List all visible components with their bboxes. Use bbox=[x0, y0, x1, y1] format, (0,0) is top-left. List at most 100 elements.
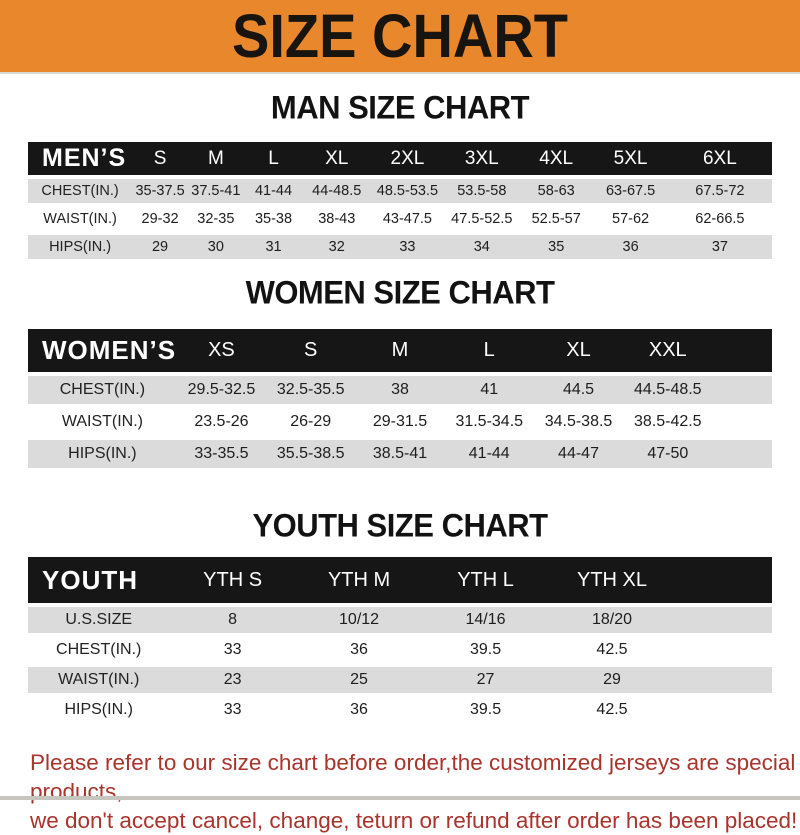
value-cell: 33 bbox=[169, 637, 296, 663]
value-cell: 63-67.5 bbox=[593, 179, 668, 203]
value-cell: 29 bbox=[548, 667, 676, 693]
row-label: CHEST(IN.) bbox=[28, 179, 133, 203]
value-cell: 38-43 bbox=[303, 207, 371, 231]
youth-table-header-row: YOUTH YTH S YTH M YTH L YTH XL bbox=[28, 557, 772, 603]
value-cell: 31 bbox=[243, 235, 304, 259]
youth-section: YOUTH SIZE CHART YOUTH YTH S YTH M YTH L… bbox=[0, 506, 800, 727]
value-cell: 48.5-53.5 bbox=[370, 179, 445, 203]
men-section: MAN SIZE CHART MEN’S S M L XL 2XL 3XL 4X… bbox=[0, 89, 800, 263]
value-cell: 33-35.5 bbox=[176, 440, 267, 468]
footer-line-1: Please refer to our size chart before or… bbox=[30, 750, 796, 804]
filler-cell bbox=[712, 408, 772, 436]
row-label: CHEST(IN.) bbox=[28, 637, 170, 663]
column-header: 5XL bbox=[593, 142, 668, 175]
value-cell: 34.5-38.5 bbox=[533, 408, 624, 436]
value-cell: 57-62 bbox=[593, 207, 668, 231]
filler-cell bbox=[675, 637, 772, 663]
column-header: YTH L bbox=[422, 557, 549, 603]
value-cell: 23.5-26 bbox=[176, 408, 267, 436]
value-cell: 37.5-41 bbox=[187, 179, 244, 203]
value-cell: 33 bbox=[169, 697, 296, 723]
women-size-table: WOMEN’S XS S M L XL XXL CHEST(IN.) 29.5-… bbox=[28, 325, 772, 472]
value-cell: 33 bbox=[370, 235, 445, 259]
value-cell: 44-48.5 bbox=[303, 179, 371, 203]
column-header: L bbox=[243, 142, 304, 175]
value-cell: 35 bbox=[519, 235, 594, 259]
value-cell: 23 bbox=[169, 667, 296, 693]
value-cell: 32.5-35.5 bbox=[266, 376, 356, 404]
column-header: 2XL bbox=[370, 142, 445, 175]
value-cell: 44.5 bbox=[533, 376, 624, 404]
filler-cell bbox=[675, 557, 772, 603]
value-cell: 62-66.5 bbox=[667, 207, 772, 231]
value-cell: 30 bbox=[187, 235, 244, 259]
banner-title: SIZE CHART bbox=[232, 0, 568, 71]
value-cell: 44.5-48.5 bbox=[623, 376, 713, 404]
bottom-edge-strip bbox=[0, 796, 800, 800]
men-chest-row: CHEST(IN.) 35-37.5 37.5-41 41-44 44-48.5… bbox=[28, 179, 772, 203]
value-cell: 58-63 bbox=[519, 179, 594, 203]
filler-cell bbox=[712, 329, 772, 372]
column-header: L bbox=[444, 329, 534, 372]
value-cell: 35-37.5 bbox=[132, 179, 188, 203]
column-header: 6XL bbox=[667, 142, 772, 175]
value-cell: 47-50 bbox=[623, 440, 713, 468]
column-header: YTH S bbox=[169, 557, 296, 603]
value-cell: 41 bbox=[444, 376, 534, 404]
column-header: S bbox=[132, 142, 188, 175]
women-hips-row: HIPS(IN.) 33-35.5 35.5-38.5 38.5-41 41-4… bbox=[28, 440, 772, 468]
value-cell: 8 bbox=[169, 607, 296, 633]
value-cell: 67.5-72 bbox=[667, 179, 772, 203]
column-header: S bbox=[266, 329, 356, 372]
youth-ussize-row: U.S.SIZE 8 10/12 14/16 18/20 bbox=[28, 607, 772, 633]
row-label: CHEST(IN.) bbox=[28, 376, 177, 404]
value-cell: 52.5-57 bbox=[519, 207, 594, 231]
women-section: WOMEN SIZE CHART WOMEN’S XS S M L XL XXL… bbox=[0, 273, 800, 472]
value-cell: 18/20 bbox=[548, 607, 676, 633]
men-size-table: MEN’S S M L XL 2XL 3XL 4XL 5XL 6XL CHEST… bbox=[28, 138, 772, 263]
column-header: XL bbox=[533, 329, 624, 372]
filler-cell bbox=[712, 376, 772, 404]
value-cell: 35-38 bbox=[243, 207, 304, 231]
value-cell: 47.5-52.5 bbox=[444, 207, 519, 231]
row-label: WAIST(IN.) bbox=[28, 408, 177, 436]
value-cell: 14/16 bbox=[422, 607, 549, 633]
value-cell: 36 bbox=[295, 637, 423, 663]
filler-cell bbox=[675, 697, 772, 723]
value-cell: 25 bbox=[295, 667, 423, 693]
youth-section-heading: YOUTH SIZE CHART bbox=[252, 506, 548, 545]
youth-size-table: YOUTH YTH S YTH M YTH L YTH XL U.S.SIZE … bbox=[28, 553, 772, 727]
women-table-title: WOMEN’S bbox=[28, 329, 177, 372]
value-cell: 39.5 bbox=[422, 697, 549, 723]
value-cell: 39.5 bbox=[422, 637, 549, 663]
value-cell: 36 bbox=[593, 235, 668, 259]
women-waist-row: WAIST(IN.) 23.5-26 26-29 29-31.5 31.5-34… bbox=[28, 408, 772, 436]
column-header: YTH M bbox=[295, 557, 423, 603]
value-cell: 27 bbox=[422, 667, 549, 693]
youth-chest-row: CHEST(IN.) 33 36 39.5 42.5 bbox=[28, 637, 772, 663]
value-cell: 43-47.5 bbox=[370, 207, 445, 231]
row-label: U.S.SIZE bbox=[28, 607, 170, 633]
filler-cell bbox=[712, 440, 772, 468]
row-label: HIPS(IN.) bbox=[28, 235, 133, 259]
value-cell: 34 bbox=[444, 235, 519, 259]
value-cell: 44-47 bbox=[533, 440, 624, 468]
value-cell: 29-32 bbox=[132, 207, 188, 231]
value-cell: 37 bbox=[667, 235, 772, 259]
filler-cell bbox=[675, 607, 772, 633]
youth-table-title: YOUTH bbox=[28, 557, 170, 603]
column-header: 3XL bbox=[444, 142, 519, 175]
column-header: XS bbox=[176, 329, 267, 372]
men-waist-row: WAIST(IN.) 29-32 32-35 35-38 38-43 43-47… bbox=[28, 207, 772, 231]
men-table-header-row: MEN’S S M L XL 2XL 3XL 4XL 5XL 6XL bbox=[28, 142, 772, 175]
row-label: HIPS(IN.) bbox=[28, 697, 170, 723]
women-table-header-row: WOMEN’S XS S M L XL XXL bbox=[28, 329, 772, 372]
footer-note: Please refer to our size chart before or… bbox=[30, 749, 800, 835]
value-cell: 32 bbox=[303, 235, 371, 259]
youth-waist-row: WAIST(IN.) 23 25 27 29 bbox=[28, 667, 772, 693]
value-cell: 42.5 bbox=[548, 637, 676, 663]
youth-hips-row: HIPS(IN.) 33 36 39.5 42.5 bbox=[28, 697, 772, 723]
women-section-heading: WOMEN SIZE CHART bbox=[245, 273, 555, 312]
column-header: 4XL bbox=[519, 142, 594, 175]
value-cell: 29 bbox=[132, 235, 188, 259]
